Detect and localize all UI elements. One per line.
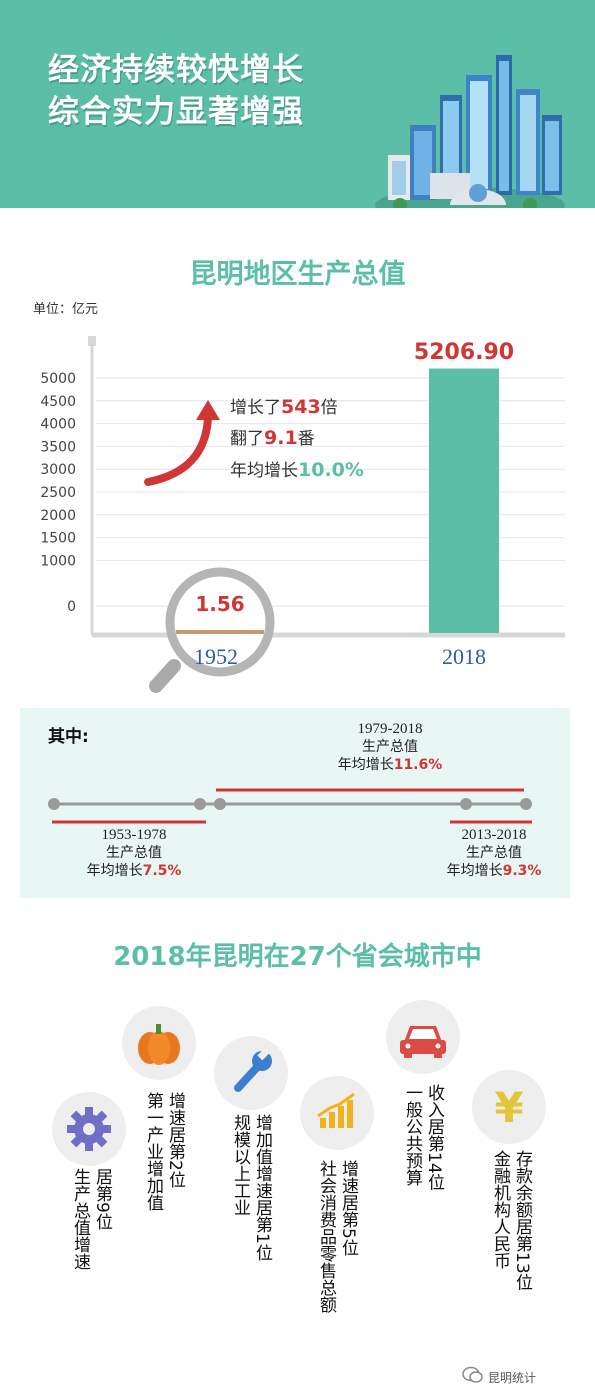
timeline-dot	[460, 798, 472, 810]
gear-icon-circle	[52, 1092, 126, 1166]
y-tick-label: 2000	[40, 508, 76, 524]
header-banner: 经济持续较快增长 综合实力显著增强	[0, 0, 595, 208]
timeline-dot	[194, 798, 206, 810]
timeline-dot	[48, 798, 60, 810]
rank-text-budget-rank: 收入居第14位	[424, 1084, 444, 1191]
city-buildings-icon	[375, 55, 565, 208]
rank-text-budget-subject: 一般公共预算	[402, 1084, 422, 1186]
panel-title: 其中:	[48, 727, 89, 747]
value-label-2018: 5206.90	[414, 340, 514, 365]
timeline	[48, 788, 532, 824]
y-tick-label: 5000	[40, 371, 76, 387]
period-label: 生产总值	[106, 845, 162, 861]
pumpkin-icon-circle	[122, 1006, 196, 1080]
y-tick-label: 2500	[40, 485, 76, 501]
pumpkin-icon	[138, 1024, 180, 1065]
y-axis-cap	[88, 336, 96, 346]
bar-chart-icon-circle	[300, 1076, 374, 1150]
gear-icon	[67, 1107, 111, 1151]
y-tick-label: 1000	[40, 553, 76, 569]
period-2013-2018: 2013-2018 生产总值 年均增长9.3%	[424, 826, 564, 880]
wrench-icon-circle	[214, 1036, 288, 1110]
value-label-1952: 1.56	[195, 592, 244, 616]
timeline-dot	[214, 798, 226, 810]
yen-icon-circle: ¥	[472, 1070, 546, 1144]
annotation-line-2: 翻了9.1番	[230, 427, 315, 449]
bar-2018	[429, 368, 499, 633]
bar-1952	[176, 630, 264, 634]
period-years: 2013-2018	[461, 827, 527, 843]
period-label: 生产总值	[362, 739, 418, 755]
period-growth: 年均增长11.6%	[337, 757, 443, 773]
bar-chart-icon	[317, 1092, 355, 1128]
growth-arrow-icon	[144, 414, 212, 486]
timeline-dot	[520, 798, 532, 810]
wrench-icon	[234, 1048, 272, 1092]
category-label-1952: 1952	[194, 644, 238, 669]
gdp-section-title: 昆明地区生产总值	[189, 259, 406, 290]
magnifier-handle-icon	[149, 659, 181, 693]
annotation-line-3: 年均增长10.0%	[230, 459, 364, 481]
y-tick-label: 3500	[40, 439, 76, 455]
category-label-2018: 2018	[442, 644, 486, 669]
y-tick-label: 4500	[40, 394, 76, 410]
rank-text-primary-rank: 增速居第2位	[165, 1092, 185, 1188]
source-watermark: 昆明统计	[488, 1371, 537, 1385]
y-tick-label: 0	[67, 599, 76, 615]
rank-text-deposit-subject: 金融机构人民币	[490, 1150, 510, 1269]
car-icon-circle	[386, 1000, 460, 1074]
banner-title-line-1: 经济持续较快增长	[48, 52, 304, 88]
growth-arrow-head-icon	[196, 400, 220, 420]
car-icon	[400, 1026, 446, 1058]
rank-text-retail-subject: 社会消费品零售总额	[316, 1160, 336, 1313]
period-1953-1978: 1953-1978 生产总值 年均增长7.5%	[64, 826, 204, 880]
period-years: 1979-2018	[357, 721, 423, 737]
rank-text-industry-subject: 规模以上工业	[230, 1114, 250, 1216]
period-1979-2018: 1979-2018 生产总值 年均增长11.6%	[330, 720, 450, 774]
ranking-items: 居第9位 生产总值增速 增速居第2位 第一产业增加值 增加值增速居第1位 规模以…	[0, 990, 595, 1370]
y-tick-label: 3000	[40, 462, 76, 478]
chart-y-ticks: 5000 4500 4000 3500 3000 2500 2000 1500 1000 0	[40, 371, 76, 615]
gdp-bar-chart: 5000 4500 4000 3500 3000 2500 2000 1500 1000 0 增长…	[40, 336, 565, 693]
unit-label: 单位：亿元	[33, 302, 99, 317]
annotation-line-1: 增长了543倍	[230, 396, 338, 418]
rank-text-retail-rank: 增速居第5位	[338, 1160, 358, 1256]
period-growth: 年均增长7.5%	[86, 863, 182, 879]
rank-text-deposit-rank: 存款余额居第13位	[512, 1150, 532, 1291]
wechat-icon	[462, 1366, 483, 1383]
growth-periods-panel: 其中: 1979-2018 生产总值 年均增长11.6% 1953-1978 生…	[20, 708, 570, 898]
period-label: 生产总值	[466, 845, 522, 861]
period-growth: 年均增长9.3%	[446, 863, 542, 879]
rank-text-industry-rank: 增加值增速居第1位	[252, 1114, 272, 1261]
rank-text-primary-subject: 第一产业增加值	[143, 1092, 163, 1211]
yen-icon: ¥	[494, 1083, 523, 1132]
y-tick-label: 1500	[40, 531, 76, 547]
y-tick-label: 4000	[40, 417, 76, 433]
banner-title-line-2: 综合实力显著增强	[48, 94, 304, 130]
period-years: 1953-1978	[101, 827, 167, 843]
rank-text-gdp-rank: 居第9位	[92, 1168, 112, 1230]
rank-text-gdp-subject: 生产总值增速	[70, 1168, 90, 1270]
ranking-section-title: 2018年昆明在27个省会城市中	[113, 942, 482, 972]
svg-text:¥: ¥	[494, 1083, 523, 1132]
magnifier-icon	[165, 567, 275, 677]
